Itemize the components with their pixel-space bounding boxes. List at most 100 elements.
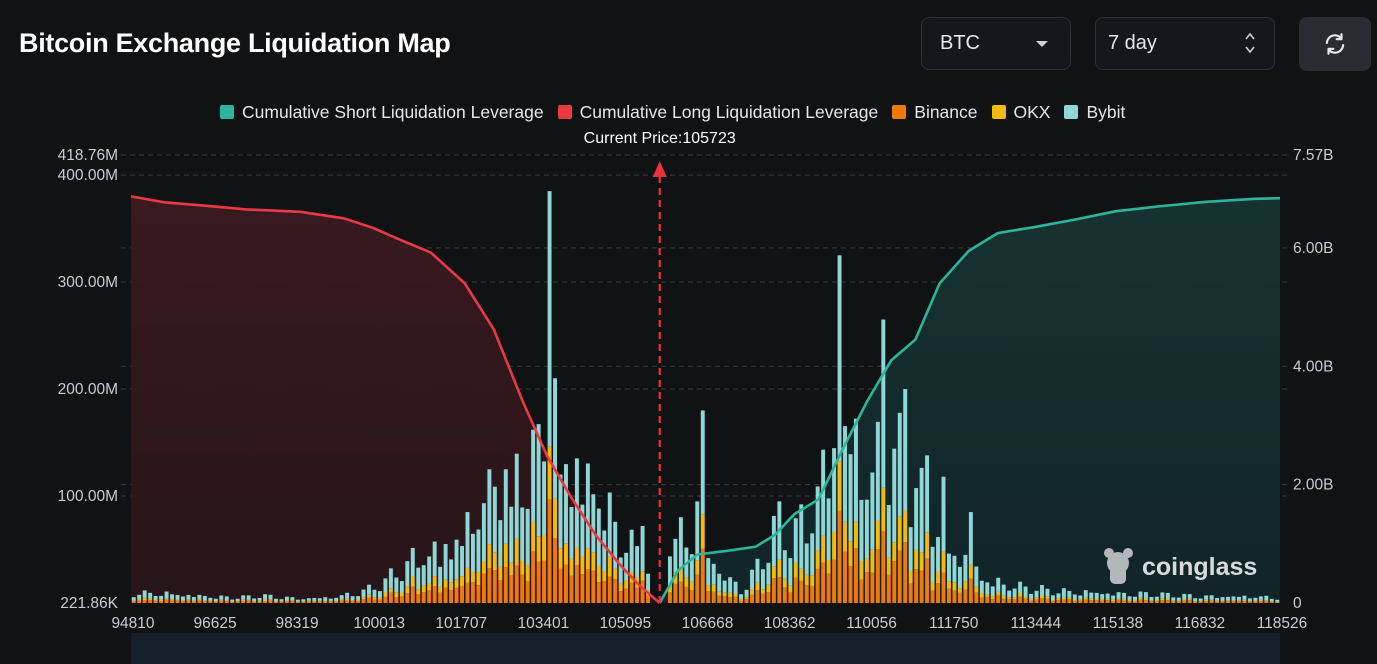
bar-bybit[interactable] <box>607 492 612 557</box>
bar-bybit[interactable] <box>908 527 913 571</box>
bar-binance[interactable] <box>1187 600 1192 603</box>
bar-okx[interactable] <box>744 597 749 600</box>
bar-binance[interactable] <box>596 582 601 603</box>
bar-binance[interactable] <box>202 601 207 603</box>
bar-binance[interactable] <box>547 499 552 603</box>
bar-binance[interactable] <box>498 580 503 603</box>
bar-okx[interactable] <box>181 600 185 602</box>
bar-bybit[interactable] <box>284 596 289 601</box>
bar-bybit[interactable] <box>591 494 596 553</box>
bar-bybit[interactable] <box>646 573 651 591</box>
bar-bybit[interactable] <box>892 448 897 543</box>
bar-okx[interactable] <box>1111 599 1116 602</box>
bar-bybit[interactable] <box>170 594 175 600</box>
bar-okx[interactable] <box>558 548 563 569</box>
bar-okx[interactable] <box>465 567 470 583</box>
bar-binance[interactable] <box>853 548 858 603</box>
bar-okx[interactable] <box>1258 599 1263 602</box>
bar-okx[interactable] <box>279 601 284 602</box>
bar-bybit[interactable] <box>1133 596 1137 601</box>
bar-bybit[interactable] <box>137 594 142 600</box>
bar-okx[interactable] <box>1056 598 1061 601</box>
bar-bybit[interactable] <box>1067 590 1072 598</box>
bar-okx[interactable] <box>996 591 1001 596</box>
bar-okx[interactable] <box>968 564 973 579</box>
bar-okx[interactable] <box>1242 599 1247 602</box>
bar-okx[interactable] <box>624 580 629 589</box>
bar-okx[interactable] <box>454 579 459 588</box>
bar-binance[interactable] <box>1072 600 1077 603</box>
bar-okx[interactable] <box>1193 601 1198 602</box>
bar-binance[interactable] <box>1204 601 1209 603</box>
bar-bybit[interactable] <box>1143 592 1148 599</box>
bar-okx[interactable] <box>810 575 815 586</box>
bar-bybit[interactable] <box>1198 598 1203 601</box>
bar-okx[interactable] <box>947 581 951 589</box>
bar-bybit[interactable] <box>1253 597 1258 601</box>
bar-okx[interactable] <box>438 586 443 593</box>
bar-bybit[interactable] <box>602 530 607 572</box>
bar-binance[interactable] <box>449 590 454 603</box>
bar-bybit[interactable] <box>520 507 525 561</box>
bar-okx[interactable] <box>339 599 344 601</box>
bar-okx[interactable] <box>235 601 240 602</box>
bar-okx[interactable] <box>1034 597 1039 600</box>
bar-binance[interactable] <box>230 602 235 603</box>
bar-bybit[interactable] <box>492 486 497 553</box>
bar-okx[interactable] <box>585 548 590 570</box>
bar-okx[interactable] <box>564 543 568 565</box>
bar-bybit[interactable] <box>974 566 979 587</box>
bar-bybit[interactable] <box>317 598 322 601</box>
bar-bybit[interactable] <box>481 503 486 562</box>
bar-binance[interactable] <box>350 601 355 603</box>
bar-binance[interactable] <box>399 596 404 603</box>
bar-binance[interactable] <box>1247 601 1252 603</box>
bar-bybit[interactable] <box>700 410 705 515</box>
bar-bybit[interactable] <box>454 539 459 580</box>
bar-okx[interactable] <box>137 599 142 601</box>
bar-okx[interactable] <box>159 599 164 601</box>
bar-bybit[interactable] <box>968 512 973 565</box>
time-range-select[interactable]: 7 day <box>1095 17 1275 70</box>
bar-binance[interactable] <box>744 599 749 603</box>
bar-okx[interactable] <box>350 600 355 602</box>
bar-binance[interactable] <box>919 570 924 603</box>
bar-bybit[interactable] <box>252 598 257 602</box>
bar-okx[interactable] <box>323 600 328 602</box>
bar-binance[interactable] <box>1127 600 1132 603</box>
bar-binance[interactable] <box>164 599 169 603</box>
bar-okx[interactable] <box>470 572 475 583</box>
bar-okx[interactable] <box>1275 601 1280 603</box>
bar-binance[interactable] <box>208 601 213 603</box>
bar-okx[interactable] <box>241 599 246 601</box>
bar-okx[interactable] <box>202 600 207 602</box>
bar-okx[interactable] <box>580 556 585 575</box>
bar-binance[interactable] <box>1007 599 1012 603</box>
bar-bybit[interactable] <box>268 594 273 600</box>
bar-okx[interactable] <box>1050 600 1055 602</box>
bar-binance[interactable] <box>903 542 908 603</box>
bar-bybit[interactable] <box>487 469 492 545</box>
bar-bybit[interactable] <box>826 498 831 561</box>
bar-okx[interactable] <box>673 572 678 584</box>
bar-bybit[interactable] <box>1236 596 1241 601</box>
bar-binance[interactable] <box>673 583 678 603</box>
bar-bybit[interactable] <box>230 599 235 602</box>
bar-binance[interactable] <box>936 583 941 603</box>
bar-bybit[interactable] <box>547 191 552 447</box>
bar-bybit[interactable] <box>372 589 377 598</box>
bar-binance[interactable] <box>859 579 864 603</box>
bar-binance[interactable] <box>788 592 793 603</box>
bar-okx[interactable] <box>197 599 202 601</box>
bar-bybit[interactable] <box>175 594 180 600</box>
bar-okx[interactable] <box>301 601 306 602</box>
bar-binance[interactable] <box>1269 601 1274 603</box>
bar-binance[interactable] <box>755 590 760 603</box>
bar-bybit[interactable] <box>706 558 711 586</box>
bar-okx[interactable] <box>246 599 251 601</box>
bar-okx[interactable] <box>1023 596 1028 599</box>
bar-binance[interactable] <box>427 590 432 603</box>
bar-binance[interactable] <box>356 601 361 603</box>
bar-binance[interactable] <box>717 595 722 603</box>
bar-bybit[interactable] <box>957 566 962 589</box>
